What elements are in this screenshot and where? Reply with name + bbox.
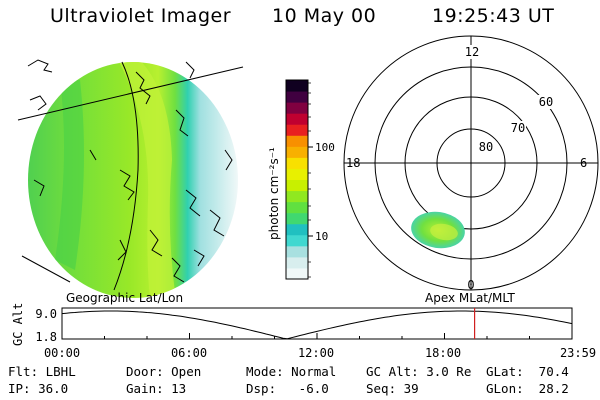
info-dsp: Dsp: -6.0 bbox=[246, 381, 329, 396]
info-mode: Mode: Normal bbox=[246, 364, 337, 379]
time-tick-label-0000: 00:00 bbox=[44, 346, 80, 360]
coastlines bbox=[27, 59, 233, 283]
colorbar-minor-ticks bbox=[308, 82, 311, 278]
time-label: 19:25:43 UT bbox=[432, 5, 555, 27]
mlt-label-18: 18 bbox=[346, 156, 360, 170]
colorbar-cell bbox=[286, 91, 308, 103]
info-gain: Gain: 13 bbox=[126, 381, 187, 396]
colorbar-cell bbox=[286, 179, 308, 192]
colorbar-cell bbox=[286, 234, 308, 247]
altitude-curve bbox=[61, 310, 573, 340]
colorbar-tick-100: 100 bbox=[315, 141, 335, 154]
mlt-label-12: 12 bbox=[465, 45, 479, 59]
time-tick-label-1800: 18:00 bbox=[425, 346, 461, 360]
polar-plot: 12 0 18 6 60 70 80 bbox=[343, 35, 599, 292]
altitude-axis-label: GC Alt bbox=[11, 303, 25, 346]
time-tick-label-1200: 12:00 bbox=[298, 346, 334, 360]
altitude-plot: GC Alt 9.0 1.8 00:00 06:00 12:00 18:00 2… bbox=[11, 303, 596, 360]
colorbar-ticks bbox=[308, 146, 313, 237]
colorbar-unit-label: photon cm⁻²s⁻¹ bbox=[267, 147, 281, 240]
colorbar-cell bbox=[286, 212, 308, 225]
colorbar-cell bbox=[286, 190, 308, 203]
info-flt: Flt: LBHL bbox=[8, 364, 76, 379]
aurora-band bbox=[55, 62, 176, 298]
colorbar-cell bbox=[286, 146, 308, 158]
info-seq: Seq: 39 bbox=[366, 381, 419, 396]
colorbar-cell bbox=[286, 113, 308, 125]
polar-aurora-oval bbox=[411, 211, 465, 249]
geo-grid-lines bbox=[17, 61, 244, 291]
info-glat: GLat: 70.4 bbox=[486, 364, 569, 379]
colorbar-cell bbox=[286, 223, 308, 236]
colorbar-cell bbox=[286, 245, 308, 258]
colorbar-cell bbox=[286, 102, 308, 114]
apex-label: Apex MLat/MLT bbox=[425, 291, 515, 305]
colorbar-cell bbox=[286, 168, 308, 180]
mlt-label-0: 0 bbox=[467, 278, 474, 292]
colorbar-cell bbox=[286, 157, 308, 169]
colorbar-cell bbox=[286, 267, 308, 280]
time-tick-label-2359: 23:59 bbox=[560, 346, 596, 360]
time-tick-label-0600: 06:00 bbox=[171, 346, 207, 360]
colorbar-cell bbox=[286, 80, 308, 92]
colorbar-tick-10: 10 bbox=[315, 230, 328, 243]
mlat-label-60: 60 bbox=[539, 95, 553, 109]
colorbar-cell bbox=[286, 124, 308, 136]
colorbar-cell bbox=[286, 201, 308, 214]
colorbar: 100 10 photon cm⁻²s⁻¹ bbox=[267, 79, 335, 280]
altitude-max-label: 9.0 bbox=[35, 307, 57, 321]
info-gcalt: GC Alt: 3.0 Re bbox=[366, 364, 472, 379]
mlat-label-70: 70 bbox=[511, 121, 525, 135]
info-door: Door: Open bbox=[126, 364, 202, 379]
date-label: 10 May 00 bbox=[272, 5, 377, 27]
mlat-label-80: 80 bbox=[479, 140, 493, 154]
mlt-label-6: 6 bbox=[580, 156, 587, 170]
geographic-label: Geographic Lat/Lon bbox=[66, 291, 183, 305]
colorbar-cell bbox=[286, 135, 308, 147]
auroral-image bbox=[17, 59, 244, 298]
info-ip: IP: 36.0 bbox=[8, 381, 69, 396]
altitude-min-label: 1.8 bbox=[35, 330, 57, 344]
colorbar-cell bbox=[286, 256, 308, 269]
instrument-title: Ultraviolet Imager bbox=[50, 5, 232, 27]
info-glon: GLon: 28.2 bbox=[486, 381, 569, 396]
